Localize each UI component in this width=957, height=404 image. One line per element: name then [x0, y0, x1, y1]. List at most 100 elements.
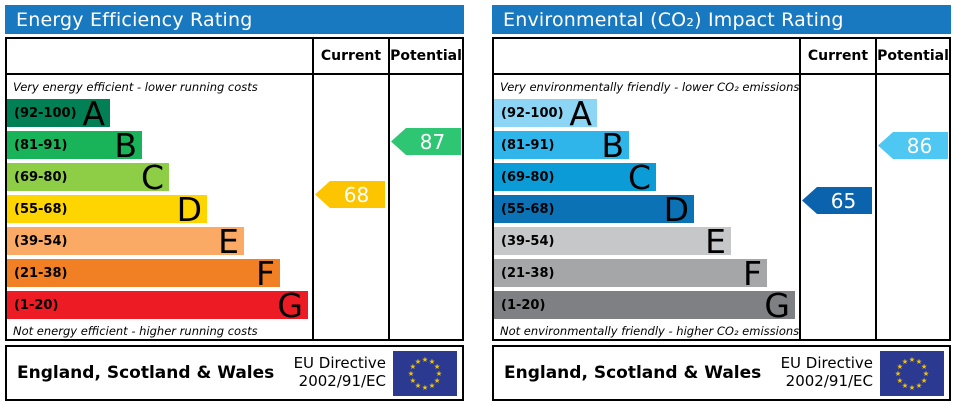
band-letter: B [114, 125, 137, 165]
band-row-f: (21-38) F [7, 253, 280, 293]
column-divider [875, 39, 877, 339]
band-row-g: (1-20) G [494, 285, 795, 325]
band-range-label: (81-91) [501, 137, 555, 153]
bottom-label: Not environmentally friendly - higher CO… [500, 324, 800, 338]
svg-text:★: ★ [921, 376, 927, 385]
band-range-label: (92-100) [501, 105, 564, 121]
top-label: Very energy efficient - lower running co… [13, 80, 258, 94]
band-letter: D [663, 189, 689, 229]
eu-directive-label: EU Directive 2002/91/EC [781, 355, 873, 390]
band-row-a: (92-100) A [494, 93, 597, 133]
band-letter: G [277, 285, 303, 325]
current-column-header: Current [320, 48, 382, 64]
potential-rating-arrow: 86 [878, 132, 948, 159]
band-row-e: (39-54) E [494, 221, 731, 261]
column-divider [312, 39, 314, 339]
current-rating-value: 68 [343, 182, 370, 207]
eu-flag-icon: ★ ★ ★ ★ ★ ★ ★ ★ ★ ★ ★ ★ [393, 350, 457, 396]
svg-text:★: ★ [429, 356, 435, 365]
band-letter: A [82, 93, 105, 133]
svg-text:★: ★ [916, 356, 922, 365]
svg-text:★: ★ [916, 381, 922, 390]
svg-text:★: ★ [436, 369, 442, 378]
band-letter: E [218, 221, 239, 261]
eu-flag-stars: ★ ★ ★ ★ ★ ★ ★ ★ ★ ★ ★ ★ [895, 355, 929, 392]
svg-text:★: ★ [434, 376, 440, 385]
band-row-g: (1-20) G [7, 285, 308, 325]
column-divider [388, 39, 390, 339]
svg-text:★: ★ [408, 369, 414, 378]
co2-chart-title: Environmental (CO₂) Impact Rating [503, 8, 844, 31]
band-letter: D [176, 189, 202, 229]
energy-chart-title-bar: Energy Efficiency Rating [5, 5, 464, 34]
energy-chart-title: Energy Efficiency Rating [16, 8, 253, 31]
band-row-c: (69-80) C [7, 157, 169, 197]
eu-flag-stars: ★ ★ ★ ★ ★ ★ ★ ★ ★ ★ ★ ★ [408, 355, 442, 392]
region-label: England, Scotland & Wales [504, 363, 762, 383]
top-label: Very environmentally friendly - lower CO… [500, 80, 800, 94]
header-divider [494, 73, 949, 75]
band-row-b: (81-91) B [494, 125, 629, 165]
potential-column-header: Potential [877, 48, 949, 64]
potential-rating-value: 87 [419, 129, 446, 154]
band-range-label: (1-20) [14, 297, 59, 313]
band-letter: C [627, 157, 651, 197]
svg-text:★: ★ [909, 383, 915, 392]
svg-text:★: ★ [422, 355, 428, 364]
potential-column-header: Potential [390, 48, 462, 64]
band-row-a: (92-100) A [7, 93, 110, 133]
region-label: England, Scotland & Wales [17, 363, 275, 383]
svg-text:★: ★ [897, 362, 903, 371]
potential-rating-arrow: 87 [391, 128, 461, 155]
svg-text:★: ★ [895, 369, 901, 378]
band-range-label: (92-100) [14, 105, 77, 121]
current-column-header: Current [807, 48, 869, 64]
svg-text:★: ★ [415, 381, 421, 390]
band-row-b: (81-91) B [7, 125, 142, 165]
bottom-label: Not energy efficient - higher running co… [13, 324, 258, 338]
eu-directive-line1: EU Directive [780, 354, 873, 373]
band-letter: B [601, 125, 624, 165]
co2-chart-box: Current Potential Very environmentally f… [492, 37, 951, 341]
current-rating-arrow: 65 [802, 187, 872, 214]
band-letter: C [140, 157, 164, 197]
band-row-d: (55-68) D [494, 189, 694, 229]
svg-text:★: ★ [410, 376, 416, 385]
energy-chart-box: Current Potential Very energy efficient … [5, 37, 464, 341]
band-range-label: (69-80) [14, 169, 68, 185]
eu-directive-line1: EU Directive [293, 354, 386, 373]
svg-text:★: ★ [897, 376, 903, 385]
band-range-label: (55-68) [14, 201, 68, 217]
svg-text:★: ★ [415, 356, 421, 365]
band-range-label: (69-80) [501, 169, 555, 185]
band-letter: G [764, 285, 790, 325]
energy-efficiency-chart: Energy Efficiency Rating Current Potenti… [5, 5, 464, 401]
band-range-label: (81-91) [14, 137, 68, 153]
svg-text:★: ★ [902, 356, 908, 365]
eu-flag-icon: ★ ★ ★ ★ ★ ★ ★ ★ ★ ★ ★ ★ [880, 350, 944, 396]
band-range-label: (39-54) [501, 233, 555, 249]
band-row-f: (21-38) F [494, 253, 767, 293]
band-range-label: (1-20) [501, 297, 546, 313]
band-range-label: (39-54) [14, 233, 68, 249]
svg-text:★: ★ [429, 381, 435, 390]
svg-text:★: ★ [902, 381, 908, 390]
band-row-e: (39-54) E [7, 221, 244, 261]
potential-rating-value: 86 [906, 133, 933, 158]
svg-text:★: ★ [909, 355, 915, 364]
co2-chart-footer: England, Scotland & Wales EU Directive 2… [492, 345, 951, 401]
band-letter: F [743, 253, 762, 293]
band-letter: F [256, 253, 275, 293]
band-letter: A [569, 93, 592, 133]
current-rating-value: 65 [830, 188, 857, 213]
band-row-c: (69-80) C [494, 157, 656, 197]
svg-text:★: ★ [410, 362, 416, 371]
svg-text:★: ★ [422, 383, 428, 392]
current-rating-arrow: 68 [315, 181, 385, 208]
svg-text:★: ★ [434, 362, 440, 371]
column-divider [799, 39, 801, 339]
band-range-label: (21-38) [501, 265, 555, 281]
band-letter: E [705, 221, 726, 261]
co2-chart-title-bar: Environmental (CO₂) Impact Rating [492, 5, 951, 34]
